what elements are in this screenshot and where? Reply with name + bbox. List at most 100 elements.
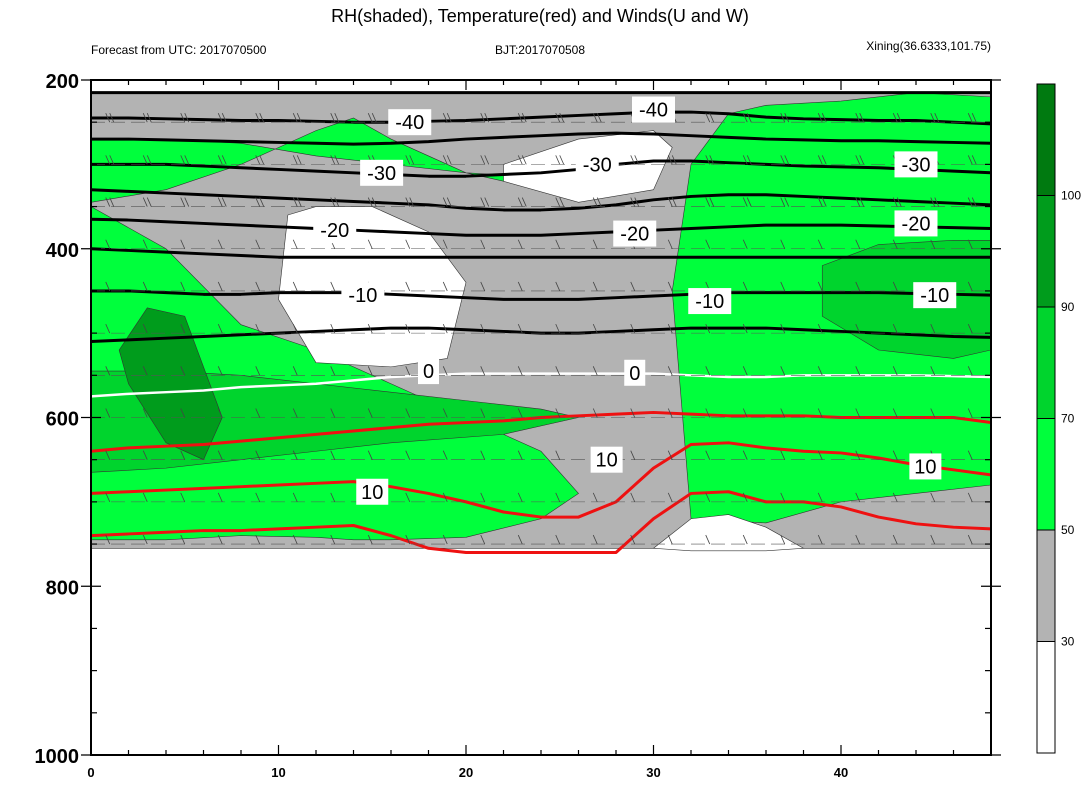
wind-barb [930,113,936,123]
wind-barb [217,197,223,207]
wind-barb [555,197,561,207]
wind-barb [817,323,823,334]
wind-barb [217,408,223,418]
wind-barb [105,408,111,418]
wind-barb [705,113,711,123]
wind-barb [859,197,865,207]
x-tick-label: 0 [87,765,94,780]
wind-barb [180,113,186,123]
wind-barb [930,408,936,418]
contour-label: 10 [914,456,936,478]
wind-barb [405,408,411,418]
wind-barb [255,366,261,376]
wind-barb [255,408,261,418]
wind-barb [442,281,448,292]
colorbar-bin [1036,418,1056,531]
wind-barb [217,281,223,292]
wind-barb [671,155,677,165]
wind-barb [480,408,486,418]
wind-barb [592,323,598,334]
wind-barb [896,113,902,123]
wind-barb [971,155,977,165]
wind-barb [105,366,111,376]
wind-barb [405,492,411,503]
wind-barb [292,113,298,123]
wind-barb [859,155,865,165]
bjt-label: BJT:2017070508 [495,43,585,57]
wind-barb [334,197,340,207]
wind-barb [634,197,640,207]
wind-barb [442,239,448,249]
wind-barb [967,366,973,376]
wind-barb [296,155,302,165]
wind-barb [821,155,827,165]
wind-barb [817,197,823,207]
wind-barb [967,323,973,334]
wind-barb [367,323,373,334]
wind-barb [330,281,336,292]
contour-label: -20 [620,224,649,246]
wind-barb [255,450,261,460]
wind-barb [109,197,115,207]
wind-barb [442,323,448,334]
wind-barb [671,197,677,207]
wind-barb [521,197,527,207]
wind-barb [405,239,411,249]
wind-barb [667,408,673,418]
wind-barb [442,366,448,376]
wind-barb [742,155,748,165]
contour-label-layer: -40 -40 -30 -30 -30 -20 -20 -20 -10 -10 -10 0 0 10 10 1… [313,96,957,505]
wind-barb [480,239,486,249]
wind-barb [405,323,411,334]
wind-barb [517,323,523,334]
colorbar-bin [1036,641,1056,754]
wind-barb [892,281,898,292]
chart-title: RH(shaded), Temperature(red) and Winds(U… [331,6,749,26]
wind-barb [334,113,340,123]
isotherm-line [91,188,991,212]
wind-barb [371,113,377,123]
wind-barb [217,323,223,334]
wind-barb [296,113,302,123]
rh-region-green-right [821,240,991,359]
wind-barb [255,323,261,334]
wind-barb [367,534,373,545]
wind-barb [967,408,973,418]
wind-barb [705,197,711,207]
y-tick-label: 200 [46,71,79,93]
wind-barb [559,197,565,207]
wind-barb [480,450,486,460]
contour-label-box [632,96,675,123]
wind-barb [630,408,636,418]
wind-barb [221,197,227,207]
plot-area: -40 -40 -30 -30 -30 -20 -20 -20 -10 -10 -10 0 0 10 10 1… [90,79,992,756]
wind-barb [559,155,565,165]
wind-barb [892,408,898,418]
wind-barb [780,113,786,123]
contour-label-box [418,358,439,385]
wind-barb [667,197,673,207]
wind-barb [967,450,973,460]
wind-barb [105,323,111,334]
wind-barb [892,113,898,123]
wind-barb [742,113,748,123]
wind-barb [405,534,411,545]
wind-barb [592,113,598,123]
isotherm-line [91,247,991,259]
contour-label-box [624,359,646,386]
wind-barb [292,366,298,376]
wind-barb [105,155,111,165]
wind-barb [255,239,261,249]
wind-barb [667,155,673,165]
wind-barb [742,492,748,503]
wind-barb [330,408,336,418]
wind-barb [292,239,298,249]
wind-barb [892,197,898,207]
wind-barb [817,408,823,418]
wind-barb [292,197,298,207]
wind-barb [967,155,973,165]
wind-barb [705,534,711,545]
wind-barb [442,492,448,503]
